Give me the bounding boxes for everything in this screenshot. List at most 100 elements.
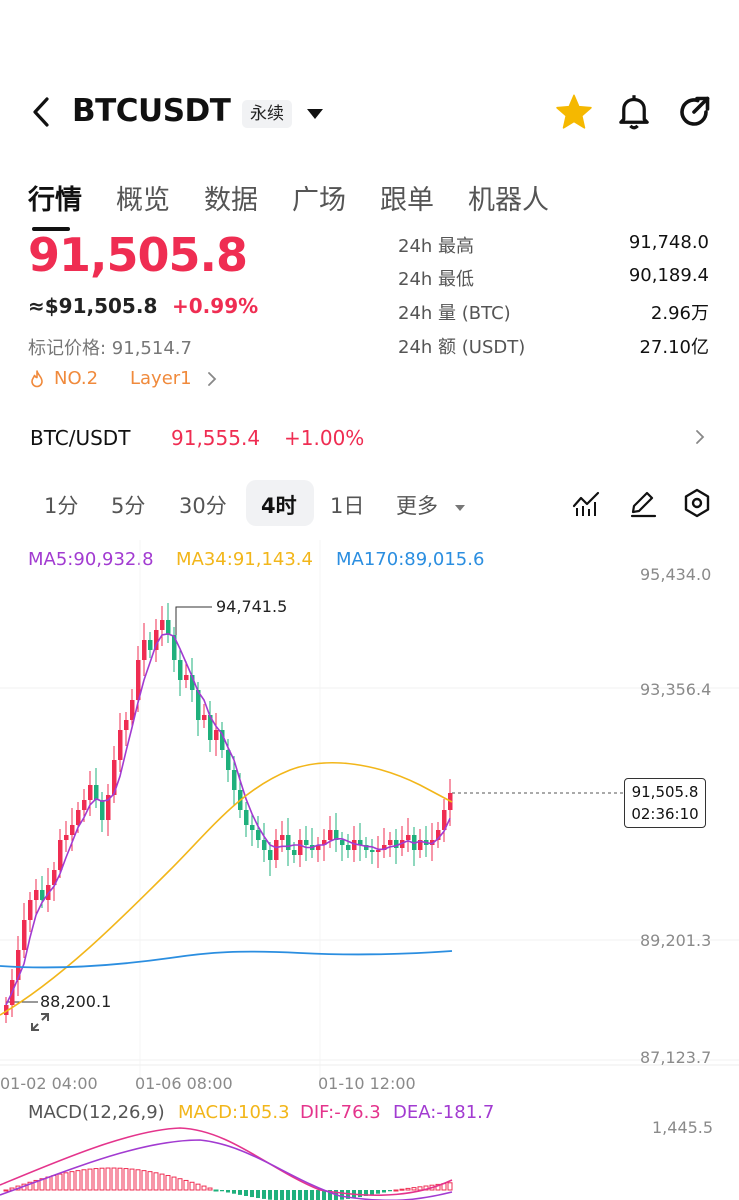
macd-bar (399, 1188, 405, 1191)
candle-body (226, 750, 231, 770)
tab-overview[interactable]: 概览 (116, 185, 170, 216)
interval-4h[interactable]: 4时 (261, 494, 297, 518)
candle-body (388, 840, 393, 845)
spot-change: +1.00% (284, 426, 365, 450)
ma34-legend: MA34:91,143.4 (176, 549, 313, 570)
last-price: 91,505.8 (28, 228, 248, 282)
back-icon[interactable] (28, 96, 54, 128)
ma5-legend: MA5:90,932.8 (28, 549, 154, 570)
candle-body (94, 785, 99, 800)
mark-price: 标记价格: 91,514.7 (28, 338, 192, 359)
interval-1d[interactable]: 1日 (330, 494, 365, 518)
candle-body (322, 840, 327, 845)
macd-bar (238, 1190, 242, 1195)
candle-body (328, 830, 333, 840)
interval-more[interactable]: 更多 (396, 494, 438, 518)
candle-body (106, 795, 111, 820)
y-tick-1: 95,434.0 (640, 565, 712, 584)
last-price-box-value: 91,505.8 (631, 783, 699, 801)
candle-body (316, 845, 321, 850)
candle-body (58, 840, 63, 870)
dif-value: DIF:-76.3 (300, 1102, 381, 1123)
candle-body (292, 850, 297, 855)
candle-body (136, 660, 141, 700)
indicator-icon[interactable] (572, 490, 602, 518)
y-tick-3: 89,201.3 (640, 931, 712, 950)
macd-bar (135, 1169, 141, 1191)
macd-bar (195, 1183, 201, 1191)
contract-badge[interactable]: 永续 (242, 100, 292, 128)
candle-body (244, 810, 249, 825)
candle-body (22, 920, 27, 950)
macd-bar (405, 1187, 411, 1191)
candle-body (208, 715, 213, 740)
tab-square[interactable]: 广场 (292, 185, 346, 216)
macd-bar (388, 1190, 392, 1192)
candle-body (256, 830, 261, 840)
candle-body (394, 840, 399, 848)
candle-body (214, 730, 219, 740)
candle-body (262, 840, 267, 850)
symbol-title[interactable]: BTCUSDT (72, 93, 231, 129)
y-tick-2: 93,356.4 (640, 680, 712, 699)
macd-bar (280, 1190, 284, 1200)
candle-body (142, 640, 147, 660)
candle-body (304, 840, 309, 845)
macd-bar (111, 1167, 117, 1191)
macd-bar (27, 1181, 33, 1191)
macd-bar (316, 1190, 320, 1200)
expand-icon[interactable] (28, 1010, 52, 1034)
macd-bar (382, 1190, 386, 1193)
stat-turnover-label: 24h 额 (USDT) (398, 337, 526, 358)
macd-bar (129, 1168, 135, 1191)
draw-pen-icon[interactable] (628, 490, 658, 518)
candle-body (40, 890, 45, 900)
stat-high-label: 24h 最高 (398, 236, 475, 257)
spot-chevron-icon[interactable] (694, 428, 706, 446)
bell-icon[interactable] (616, 93, 652, 131)
tab-market[interactable]: 行情 (28, 185, 82, 216)
candle-body (190, 675, 195, 690)
interval-1m[interactable]: 1分 (44, 494, 79, 518)
star-icon[interactable] (555, 93, 593, 131)
candle-body (160, 620, 165, 630)
macd-bar (81, 1169, 87, 1191)
macd-bar (147, 1171, 153, 1191)
stat-low-label: 24h 最低 (398, 269, 475, 290)
tab-data[interactable]: 数据 (204, 185, 258, 216)
candle-body (370, 850, 375, 852)
macd-bar (117, 1167, 123, 1191)
ma170-line (0, 950, 453, 969)
candle-body (442, 810, 447, 830)
chevron-right-icon[interactable] (206, 370, 218, 388)
dea-line (0, 1139, 453, 1200)
last-price-box: 91,505.8 02:36:10 (624, 778, 706, 828)
more-caret-icon[interactable] (454, 498, 466, 511)
dif-line (0, 1127, 453, 1196)
macd-bar (69, 1171, 75, 1191)
tab-bots[interactable]: 机器人 (468, 185, 549, 216)
candle-body (346, 845, 351, 850)
interval-30m[interactable]: 30分 (179, 494, 227, 518)
interval-5m[interactable]: 5分 (111, 494, 146, 518)
settings-hexagon-icon[interactable] (682, 488, 712, 518)
share-icon[interactable] (676, 94, 712, 130)
candlestick-chart[interactable] (0, 540, 739, 1200)
candle-body (88, 785, 93, 800)
macd-bar (447, 1182, 453, 1191)
macd-bar (244, 1190, 248, 1196)
spot-pair[interactable]: BTC/USDT (30, 426, 131, 450)
x-tick-1: 01-02 04:00 (0, 1074, 98, 1093)
macd-bar (417, 1186, 423, 1191)
x-tick-2: 01-06 08:00 (135, 1074, 233, 1093)
rank-tag[interactable]: NO.2 (54, 368, 99, 389)
active-tab-underline (32, 227, 70, 231)
dropdown-caret-icon[interactable] (306, 106, 324, 120)
macd-bar (376, 1190, 380, 1194)
tab-copy-trading[interactable]: 跟单 (380, 185, 434, 216)
category-tag[interactable]: Layer1 (130, 368, 192, 389)
macd-bar (364, 1190, 368, 1196)
stat-high-value: 91,748.0 (628, 232, 709, 253)
macd-bar (183, 1179, 189, 1191)
macd-bar (123, 1168, 129, 1191)
